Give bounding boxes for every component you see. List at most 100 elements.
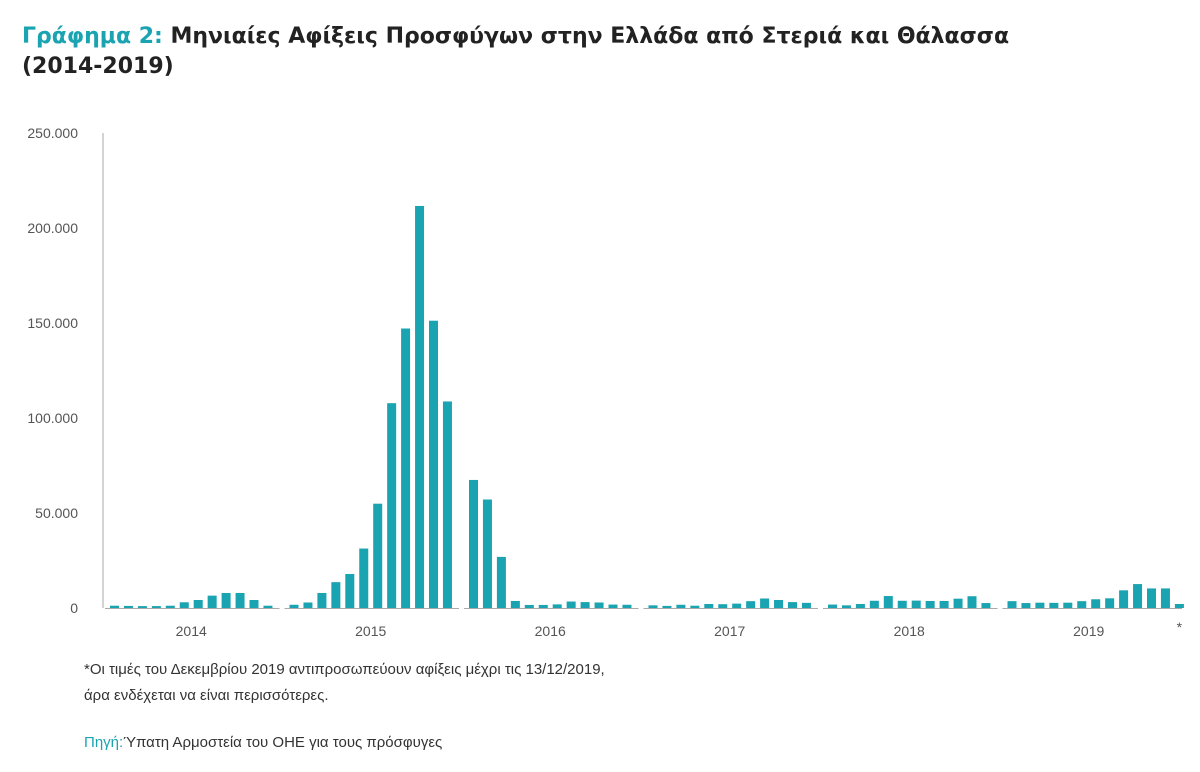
bar — [359, 548, 369, 608]
bar — [373, 503, 383, 608]
bar — [303, 602, 313, 608]
bar — [746, 601, 756, 608]
chart-title: Γράφημα 2: Μηνιαίες Αφίξεις Προσφύγων στ… — [22, 22, 1009, 82]
bar — [1063, 602, 1073, 608]
source-label: Πηγή: — [84, 734, 124, 751]
bar — [911, 600, 921, 608]
bar — [1021, 603, 1031, 608]
bar — [289, 604, 299, 608]
chart-title-years: (2014-2019) — [22, 54, 174, 79]
bar — [662, 605, 672, 608]
bar — [1007, 601, 1017, 608]
bar — [123, 605, 133, 608]
footnote: *Οι τιμές του Δεκεμβρίου 2019 αντιπροσωπ… — [84, 657, 605, 709]
y-axis: 0 50.000 100.000 150.000 200.000 250.000 — [27, 125, 104, 616]
y-tick-label: 100.000 — [27, 410, 78, 426]
bar — [1091, 599, 1101, 608]
bar — [235, 592, 245, 608]
bar — [828, 604, 837, 608]
bar — [207, 595, 217, 608]
bar — [718, 604, 728, 608]
chart-title-prefix: Γράφημα 2: — [22, 24, 163, 49]
bar — [939, 600, 949, 608]
bar — [1119, 590, 1129, 608]
x-tick-label: 2019 — [1073, 623, 1104, 639]
bar — [801, 602, 811, 608]
x-tick-label: 2014 — [176, 623, 207, 639]
y-tick-label: 250.000 — [27, 125, 78, 141]
bar — [552, 604, 562, 608]
bar — [524, 604, 534, 608]
bar — [1174, 604, 1184, 608]
x-axis: 2014 2015 2016 2017 2018 2019 * — [105, 608, 1183, 639]
bar — [263, 605, 273, 608]
bar-chart: 0 50.000 100.000 150.000 200.000 250.000 2014… — [27, 125, 1184, 639]
y-tick-label: 150.000 — [27, 315, 78, 331]
bar — [981, 603, 991, 608]
bar — [345, 573, 355, 608]
source-note: Πηγή:Ύπατη Αρμοστεία του ΟΗΕ για τους πρ… — [84, 734, 442, 751]
bar — [788, 602, 797, 608]
bar — [1105, 598, 1115, 608]
bar — [249, 600, 259, 608]
bar — [331, 582, 341, 608]
x-tick-label: 2016 — [535, 623, 566, 639]
y-tick-label: 50.000 — [35, 505, 78, 521]
bar — [1049, 602, 1059, 608]
y-tick-label: 0 — [70, 600, 78, 616]
bar — [482, 499, 492, 608]
bar — [110, 605, 119, 608]
bar — [429, 320, 438, 608]
bar — [387, 403, 397, 608]
bar — [925, 600, 935, 608]
x-tick-label: 2018 — [894, 623, 925, 639]
bar — [690, 605, 700, 608]
source-text: Ύπατη Αρμοστεία του ΟΗΕ για τους πρόσφυγ… — [123, 734, 443, 751]
bar — [869, 600, 879, 608]
bar — [179, 602, 189, 608]
bar — [608, 604, 618, 608]
footnote-line-2: άρα ενδέχεται να είναι περισσότερες. — [84, 687, 329, 704]
bar — [193, 600, 203, 608]
bar — [1147, 588, 1156, 608]
bar — [566, 601, 576, 608]
bar — [165, 605, 175, 608]
bar — [897, 600, 907, 608]
bar — [648, 605, 658, 608]
bar — [622, 604, 632, 608]
bar — [1133, 584, 1143, 608]
chart-title-text: Μηνιαίες Αφίξεις Προσφύγων στην Ελλάδα α… — [170, 24, 1010, 49]
bar — [967, 596, 977, 608]
bar — [1077, 601, 1087, 608]
bar — [774, 600, 784, 608]
bar — [841, 605, 851, 608]
bar — [855, 604, 865, 608]
bar — [1160, 588, 1170, 608]
bar — [221, 592, 231, 608]
footnote-line-1: *Οι τιμές του Δεκεμβρίου 2019 αντιπροσωπ… — [84, 661, 605, 678]
bar — [883, 596, 893, 608]
bar — [510, 600, 520, 608]
bar — [442, 401, 452, 608]
bar — [732, 603, 742, 608]
bar — [594, 602, 604, 608]
bar — [317, 592, 327, 608]
bar — [580, 602, 590, 608]
bar — [401, 328, 411, 608]
bar — [415, 205, 425, 608]
bar — [137, 606, 147, 608]
bar — [760, 598, 770, 608]
footnote-marker: * — [1177, 619, 1183, 635]
bar-series — [110, 205, 1184, 608]
bar — [676, 604, 686, 608]
bar — [704, 604, 714, 608]
bar — [953, 598, 963, 608]
bar — [469, 479, 478, 608]
x-tick-label: 2017 — [714, 623, 745, 639]
x-tick-label: 2015 — [355, 623, 386, 639]
bar — [151, 606, 161, 608]
bar — [1035, 602, 1045, 608]
bar — [496, 556, 506, 608]
y-tick-label: 200.000 — [27, 220, 78, 236]
bar — [538, 604, 548, 608]
